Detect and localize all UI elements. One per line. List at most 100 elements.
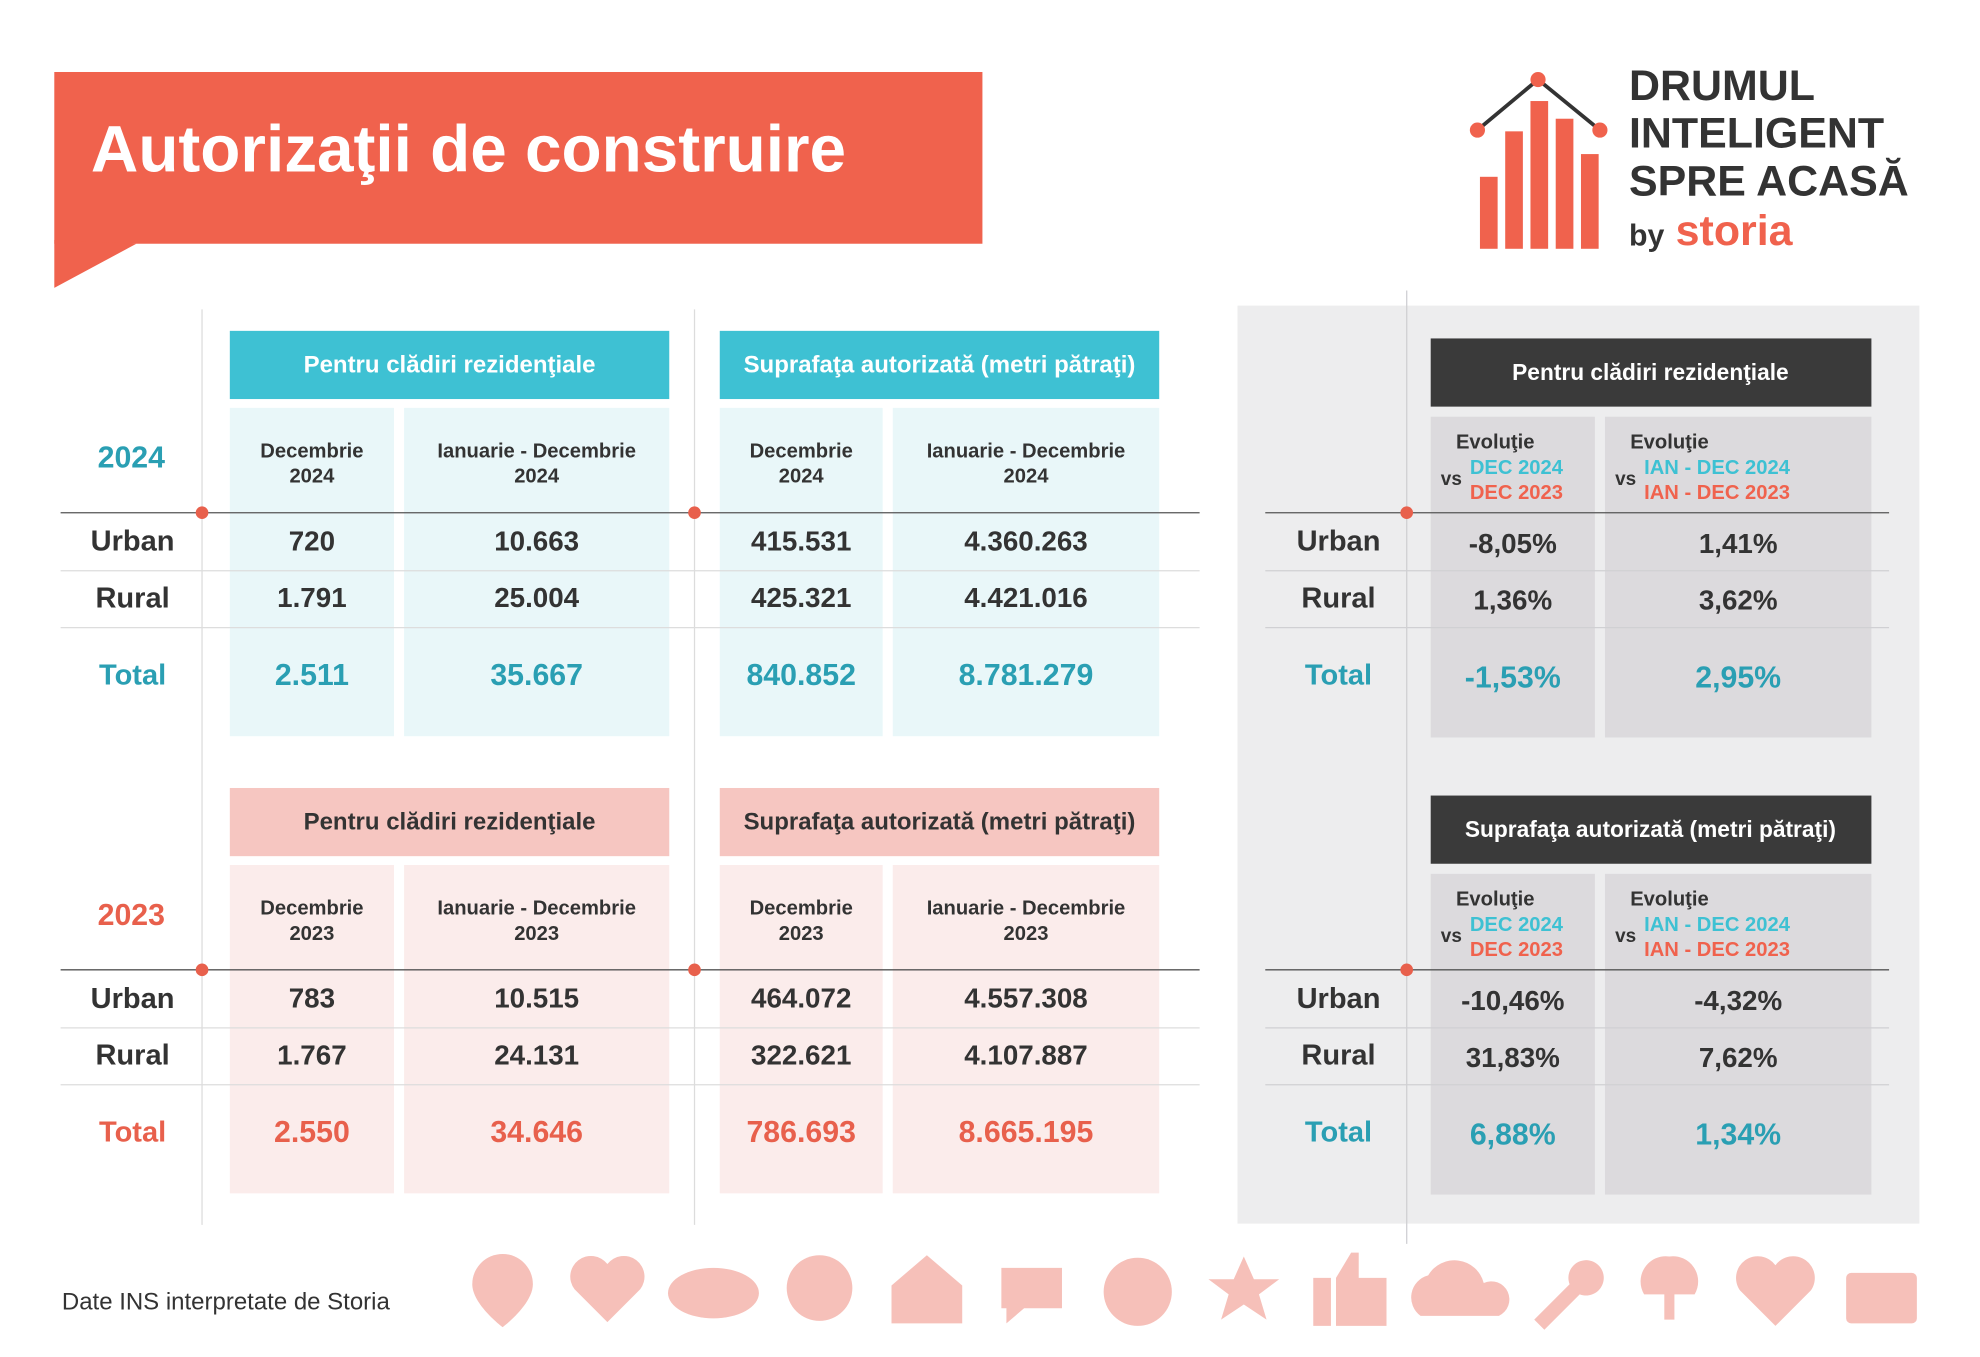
cell-value: 786.693 bbox=[746, 1116, 856, 1149]
column-label: Evoluţie bbox=[1630, 432, 1709, 454]
cell-value: 1,36% bbox=[1473, 585, 1552, 616]
group-header-bg bbox=[719, 787, 1160, 857]
cell-value: 4.557.308 bbox=[964, 982, 1088, 1013]
cell-value: 3,62% bbox=[1699, 585, 1778, 616]
column-bg bbox=[1430, 873, 1595, 1195]
cell-value: -10,46% bbox=[1461, 985, 1564, 1016]
cell-value: -4,32% bbox=[1694, 985, 1782, 1016]
cell-value: 840.852 bbox=[746, 659, 856, 692]
column-header: 2023 bbox=[1004, 923, 1049, 945]
cell-value: 2.550 bbox=[274, 1116, 350, 1149]
cell-value: 322.621 bbox=[751, 1039, 851, 1070]
column-bg bbox=[404, 865, 670, 1194]
rule-dot bbox=[1400, 963, 1414, 977]
title-banner bbox=[54, 71, 983, 244]
column-bg bbox=[892, 407, 1160, 737]
cell-value: 783 bbox=[289, 982, 335, 1013]
column-bg bbox=[1604, 873, 1872, 1195]
column-label: Evoluţie bbox=[1630, 889, 1709, 911]
cell-value: 31,83% bbox=[1466, 1042, 1560, 1073]
column-header: Decembrie bbox=[750, 898, 853, 920]
row-label: Total bbox=[1305, 660, 1372, 692]
cell-value: 7,62% bbox=[1699, 1042, 1778, 1073]
column-vs: vs bbox=[1615, 469, 1636, 490]
banner-tail bbox=[54, 239, 137, 288]
column-header: 2024 bbox=[514, 466, 560, 488]
cell-value: 4.360.263 bbox=[964, 525, 1088, 556]
column-label: Evoluţie bbox=[1456, 889, 1535, 911]
row-label: Rural bbox=[95, 583, 169, 615]
rule-dot bbox=[688, 506, 701, 520]
column-bg bbox=[719, 407, 883, 737]
column-vs: vs bbox=[1441, 926, 1462, 947]
decorative-icons bbox=[472, 1252, 1917, 1330]
column-header: 2023 bbox=[514, 923, 559, 945]
column-previous: DEC 2023 bbox=[1470, 482, 1563, 504]
column-bg bbox=[1430, 416, 1595, 738]
group-header: Suprafaţa autorizată (metri pătraţi) bbox=[744, 352, 1136, 379]
cell-value: 2,95% bbox=[1695, 661, 1781, 694]
cell-value: 4.421.016 bbox=[964, 582, 1088, 613]
group-header: Pentru clădiri rezidenţiale bbox=[304, 809, 596, 836]
cell-value: 425.321 bbox=[751, 582, 851, 613]
row-label: Urban bbox=[1297, 983, 1381, 1015]
column-bg bbox=[229, 865, 394, 1194]
column-current: DEC 2024 bbox=[1470, 914, 1564, 936]
column-header: Ianuarie - Decembrie bbox=[927, 440, 1126, 462]
group-header-bg bbox=[229, 330, 670, 400]
cell-value: -8,05% bbox=[1469, 528, 1557, 559]
column-header: Ianuarie - Decembrie bbox=[437, 898, 636, 920]
logo-line: SPRE ACASĂ bbox=[1629, 158, 1909, 206]
column-current: IAN - DEC 2024 bbox=[1644, 914, 1791, 936]
cell-value: 34.646 bbox=[490, 1116, 583, 1149]
column-previous: IAN - DEC 2023 bbox=[1644, 939, 1790, 961]
cell-value: 1,41% bbox=[1699, 528, 1778, 559]
cell-value: 464.072 bbox=[751, 982, 851, 1013]
column-previous: DEC 2023 bbox=[1470, 939, 1563, 961]
year-label: 2024 bbox=[98, 442, 166, 475]
group-header-bg bbox=[1430, 338, 1872, 407]
cell-value: 4.107.887 bbox=[964, 1039, 1088, 1070]
cell-value: 10.663 bbox=[494, 525, 579, 556]
column-vs: vs bbox=[1441, 469, 1462, 490]
cell-value: 1,34% bbox=[1695, 1119, 1781, 1152]
group-header-bg bbox=[229, 787, 670, 857]
row-label: Urban bbox=[91, 983, 175, 1015]
row-label: Rural bbox=[1301, 1040, 1375, 1072]
group-header: Pentru clădiri rezidenţiale bbox=[304, 352, 596, 379]
column-bg bbox=[229, 407, 394, 737]
column-header: 2024 bbox=[1004, 466, 1050, 488]
column-header: Decembrie bbox=[260, 898, 363, 920]
column-current: DEC 2024 bbox=[1470, 457, 1564, 479]
row-label: Urban bbox=[1297, 526, 1381, 558]
rule-dot bbox=[688, 963, 701, 977]
cell-value: 2.511 bbox=[275, 659, 349, 692]
cell-value: 6,88% bbox=[1470, 1119, 1556, 1152]
cell-value: 25.004 bbox=[494, 582, 579, 613]
cell-value: 1.791 bbox=[277, 582, 346, 613]
column-header: Decembrie bbox=[260, 440, 363, 462]
column-previous: IAN - DEC 2023 bbox=[1644, 482, 1790, 504]
column-header: Decembrie bbox=[750, 440, 853, 462]
cell-value: 10.515 bbox=[494, 982, 579, 1013]
column-vs: vs bbox=[1615, 926, 1636, 947]
logo-brand: storia bbox=[1676, 207, 1794, 255]
group-header-bg bbox=[719, 330, 1160, 400]
column-bg bbox=[892, 865, 1160, 1194]
column-bg bbox=[404, 407, 670, 737]
year-label: 2023 bbox=[98, 899, 165, 932]
column-label: Evoluţie bbox=[1456, 432, 1535, 454]
row-label: Total bbox=[99, 1117, 166, 1149]
cell-value: 415.531 bbox=[751, 525, 851, 556]
logo-line: INTELIGENT bbox=[1629, 110, 1884, 158]
cell-value: 35.667 bbox=[490, 659, 583, 692]
rule-dot bbox=[195, 506, 209, 520]
group-header: Pentru clădiri rezidenţiale bbox=[1512, 359, 1789, 385]
column-header: 2024 bbox=[289, 466, 335, 488]
source-note: Date INS interpretate de Storia bbox=[62, 1289, 391, 1316]
row-label: Total bbox=[1305, 1117, 1372, 1149]
row-label: Total bbox=[99, 660, 166, 692]
logo-dots bbox=[1469, 71, 1608, 138]
